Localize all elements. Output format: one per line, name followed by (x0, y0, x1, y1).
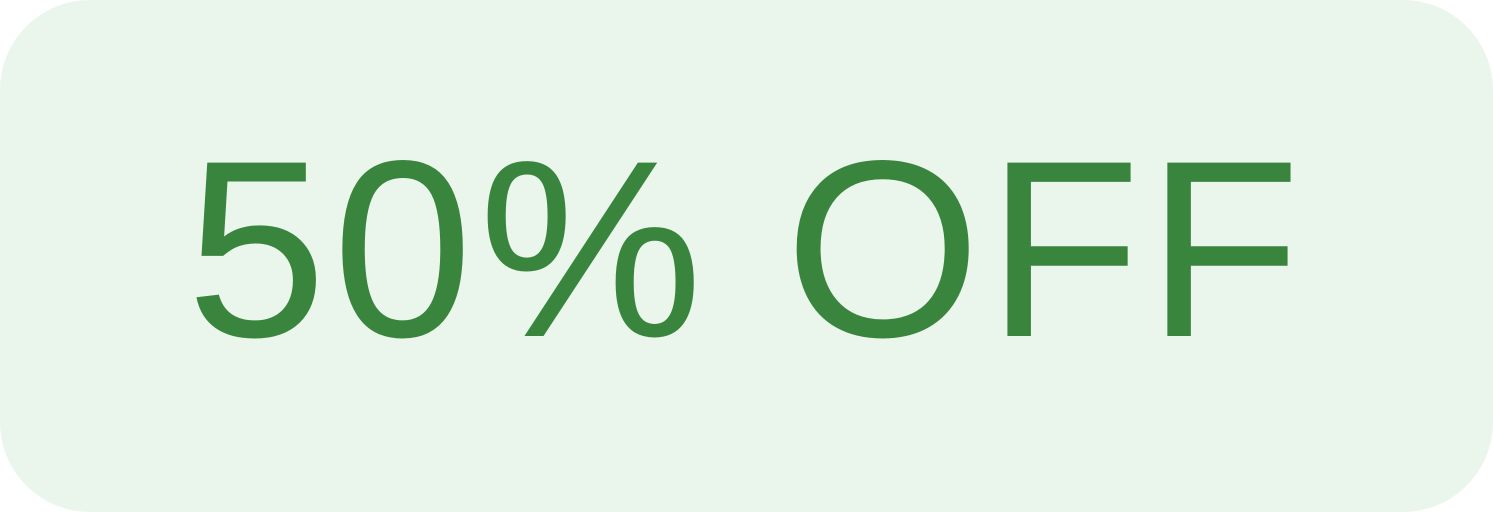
discount-label: 50% OFF (186, 109, 1307, 390)
